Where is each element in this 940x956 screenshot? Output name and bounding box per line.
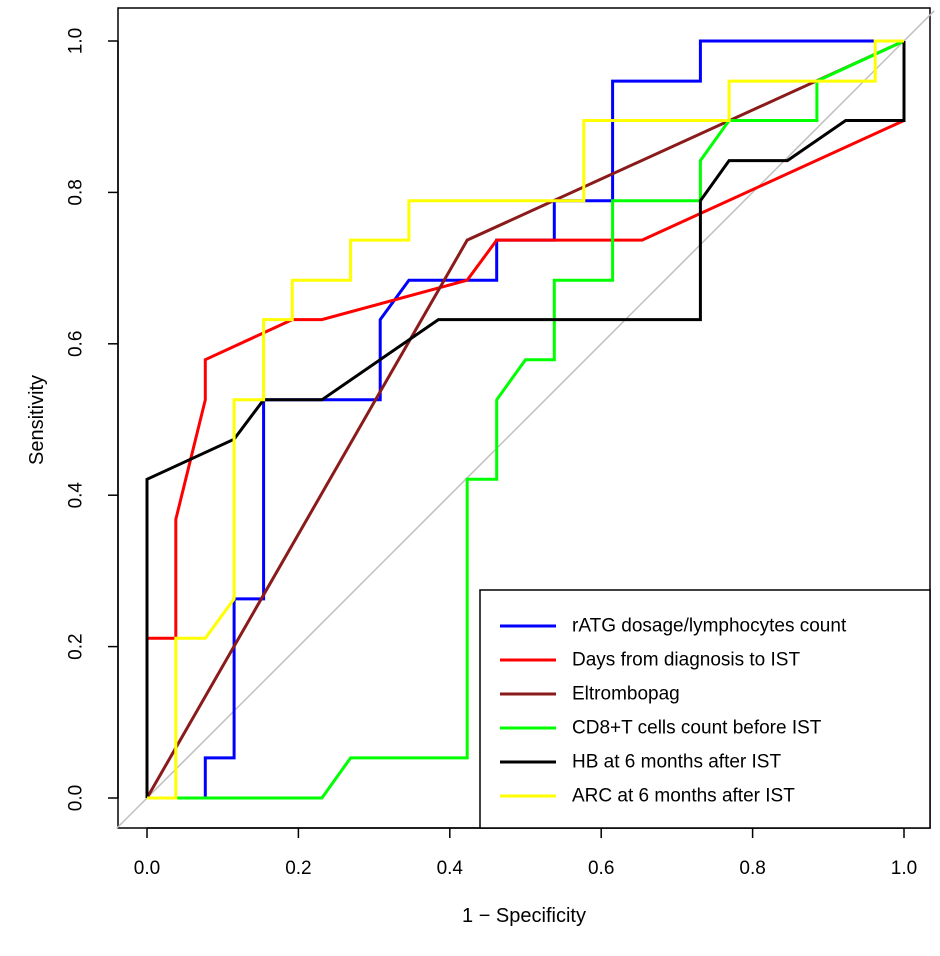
series-line-6 <box>147 39 904 800</box>
y-tick-label: 0.6 <box>66 331 87 357</box>
y-tick-label: 1.0 <box>66 28 87 54</box>
x-tick-label: 0.6 <box>588 858 614 879</box>
y-axis-label: Sensitivity <box>26 375 48 465</box>
legend-label-3: Eltrombopag <box>572 684 680 705</box>
y-tick-label: 0.4 <box>66 482 87 509</box>
legend-label-4: CD8+T cells count before IST <box>572 718 822 739</box>
y-axis: 0.0 0.2 0.4 0.6 0.8 1.0 <box>66 28 119 811</box>
legend-label-6: ARC at 6 months after IST <box>572 786 795 807</box>
y-tick-label: 0.2 <box>66 633 87 659</box>
series-layer <box>145 39 906 800</box>
reference-diagonal-line <box>116 10 935 829</box>
x-tick-label: 0.4 <box>437 858 464 879</box>
x-tick-label: 0.2 <box>285 858 311 879</box>
x-tick-label: 0.0 <box>134 858 160 879</box>
x-tick-label: 0.8 <box>739 858 765 879</box>
legend-label-2: Days from diagnosis to IST <box>572 650 800 671</box>
series-line-2 <box>145 119 905 798</box>
legend-box <box>479 589 931 829</box>
legend-label-5: HB at 6 months after IST <box>572 752 781 773</box>
x-axis: 0.0 0.2 0.4 0.6 0.8 1.0 <box>134 827 917 879</box>
x-tick-label: 1.0 <box>891 858 917 879</box>
series-line-3 <box>145 39 905 799</box>
y-tick-label: 0.0 <box>66 785 87 811</box>
legend: rATG dosage/lymphocytes count Days from d… <box>479 589 931 829</box>
y-tick-label: 0.8 <box>66 179 87 205</box>
legend-label-1: rATG dosage/lymphocytes count <box>572 616 847 637</box>
x-axis-label: 1 − Specificity <box>462 905 586 927</box>
